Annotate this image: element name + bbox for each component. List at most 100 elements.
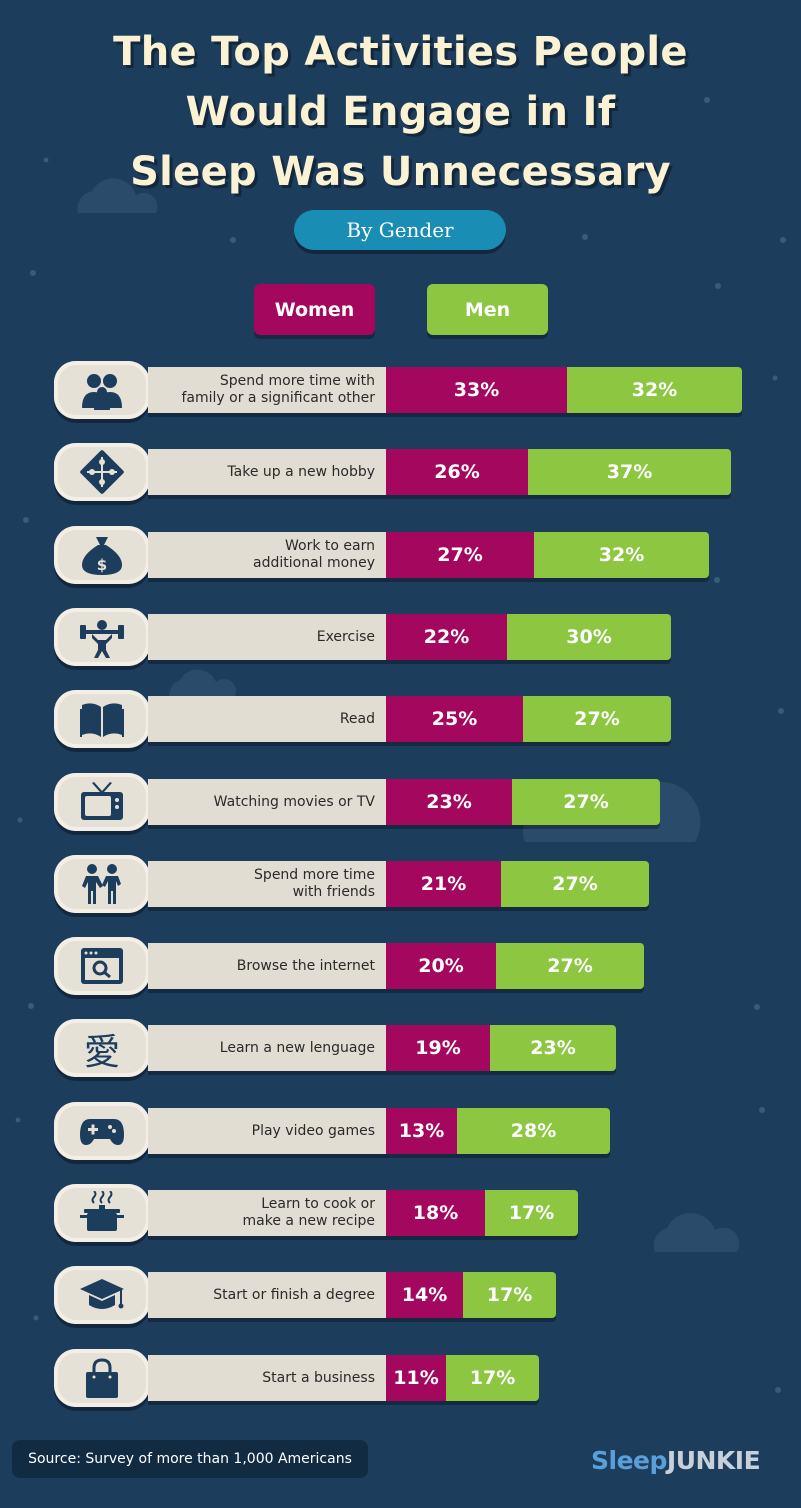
tv-icon <box>81 782 123 820</box>
bar-women: 13% <box>386 1108 457 1154</box>
category-label: Start a business <box>262 1369 375 1386</box>
chart-row: $ Work to earn additional money 27% 32% <box>0 526 801 584</box>
puzzle-icon <box>80 450 124 494</box>
bar-men: 27% <box>512 779 660 825</box>
category-label: Take up a new hobby <box>227 463 375 480</box>
bar-men: 23% <box>490 1025 616 1071</box>
icon-pillow <box>54 773 150 831</box>
category-label: Exercise <box>316 628 375 645</box>
bar-women: 33% <box>386 367 567 413</box>
icon-pillow <box>54 1349 150 1407</box>
category-label: Play video games <box>251 1122 375 1139</box>
chart-row: Watching movies or TV 23% 27% <box>0 773 801 831</box>
category-label: Watching movies or TV <box>213 793 375 810</box>
bar-men: 17% <box>485 1190 578 1236</box>
bar-men: 37% <box>528 449 731 495</box>
chart-row: Exercise 22% 30% <box>0 608 801 666</box>
category-label-box: Play video games <box>148 1108 386 1154</box>
cooking-pot-icon <box>80 1191 124 1231</box>
category-label: Work to earn additional money <box>253 538 375 571</box>
chart-row: Browse the internet 20% 27% <box>0 937 801 995</box>
brand-logo: Sleep JUNKIE <box>591 1440 761 1480</box>
bar-women: 26% <box>386 449 528 495</box>
chart-row: Read 25% 27% <box>0 690 801 748</box>
chart-row: Learn to cook or make a new recipe 18% 17% <box>0 1184 801 1242</box>
family-icon <box>82 374 122 410</box>
title-line-3: Sleep Was Unnecessary <box>130 149 671 195</box>
bar-men: 27% <box>523 696 671 742</box>
svg-text:愛: 愛 <box>84 1032 120 1070</box>
icon-pillow: $ <box>54 526 150 584</box>
chart-row: Start or finish a degree 14% 17% <box>0 1266 801 1324</box>
money-bag-icon: $ <box>82 537 122 575</box>
category-label-box: Exercise <box>148 614 386 660</box>
bar-women: 27% <box>386 532 534 578</box>
legend-men: Men <box>427 284 548 335</box>
chart-row: Play video games 13% 28% <box>0 1102 801 1160</box>
icon-pillow <box>54 1102 150 1160</box>
category-label-box: Take up a new hobby <box>148 449 386 495</box>
category-label: Spend more time with family or a signifi… <box>181 373 376 406</box>
category-label-box: Learn a new lenguage <box>148 1025 386 1071</box>
category-label-box: Watching movies or TV <box>148 779 386 825</box>
category-label: Spend more time with friends <box>254 867 375 900</box>
icon-pillow <box>54 937 150 995</box>
bar-men: 28% <box>457 1108 610 1154</box>
logo-sleep: Sleep <box>591 1445 667 1475</box>
category-label-box: Read <box>148 696 386 742</box>
icon-pillow <box>54 1184 150 1242</box>
bar-men: 32% <box>567 367 742 413</box>
bar-women: 25% <box>386 696 523 742</box>
weightlifter-icon <box>80 620 124 658</box>
bar-women: 21% <box>386 861 501 907</box>
category-label: Read <box>339 710 375 727</box>
category-label-box: Start or finish a degree <box>148 1272 386 1318</box>
bar-women: 20% <box>386 943 496 989</box>
icon-pillow <box>54 690 150 748</box>
title-line-2: Would Engage in If <box>185 89 616 135</box>
category-label-box: Browse the internet <box>148 943 386 989</box>
chart-row: 愛 Learn a new lenguage 19% 23% <box>0 1019 801 1077</box>
icon-pillow <box>54 1266 150 1324</box>
bar-men: 32% <box>534 532 709 578</box>
category-label: Learn a new lenguage <box>219 1039 375 1056</box>
category-label-box: Work to earn additional money <box>148 532 386 578</box>
chart-row: Spend more time with friends 21% 27% <box>0 855 801 913</box>
bar-women: 14% <box>386 1272 463 1318</box>
bar-women: 18% <box>386 1190 485 1236</box>
bar-men: 17% <box>446 1355 539 1401</box>
bar-women: 22% <box>386 614 507 660</box>
category-label-box: Start a business <box>148 1355 386 1401</box>
graduation-cap-icon <box>80 1279 124 1309</box>
legend-women: Women <box>254 284 375 335</box>
title-line-1: The Top Activities People <box>113 29 688 75</box>
logo-junkie: JUNKIE <box>666 1445 761 1475</box>
friends-icon <box>82 864 121 904</box>
chart-title: The Top Activities People Would Engage i… <box>0 22 801 202</box>
category-label: Start or finish a degree <box>213 1286 375 1303</box>
gamepad-icon <box>80 1119 124 1145</box>
category-label-box: Spend more time with family or a signifi… <box>148 367 386 413</box>
bar-women: 11% <box>386 1355 446 1401</box>
icon-pillow: 愛 <box>54 1019 150 1077</box>
icon-pillow <box>54 608 150 666</box>
bar-men: 27% <box>501 861 649 907</box>
chart-row: Start a business 11% 17% <box>0 1349 801 1407</box>
chart-row: Take up a new hobby 26% 37% <box>0 443 801 501</box>
bar-men: 30% <box>507 614 671 660</box>
icon-pillow <box>54 855 150 913</box>
icon-pillow <box>54 443 150 501</box>
subtitle-badge: By Gender <box>294 210 506 250</box>
icon-pillow <box>54 361 150 419</box>
shopping-bag-icon <box>86 1358 118 1398</box>
svg-text:$: $ <box>97 556 107 574</box>
bar-women: 23% <box>386 779 512 825</box>
category-label-box: Learn to cook or make a new recipe <box>148 1190 386 1236</box>
browser-search-icon <box>81 948 123 984</box>
bar-men: 17% <box>463 1272 556 1318</box>
kanji-love-icon: 愛 <box>84 1032 120 1070</box>
book-icon <box>80 703 124 737</box>
chart-row: Spend more time with family or a signifi… <box>0 361 801 419</box>
category-label: Learn to cook or make a new recipe <box>242 1196 375 1229</box>
bar-women: 19% <box>386 1025 490 1071</box>
